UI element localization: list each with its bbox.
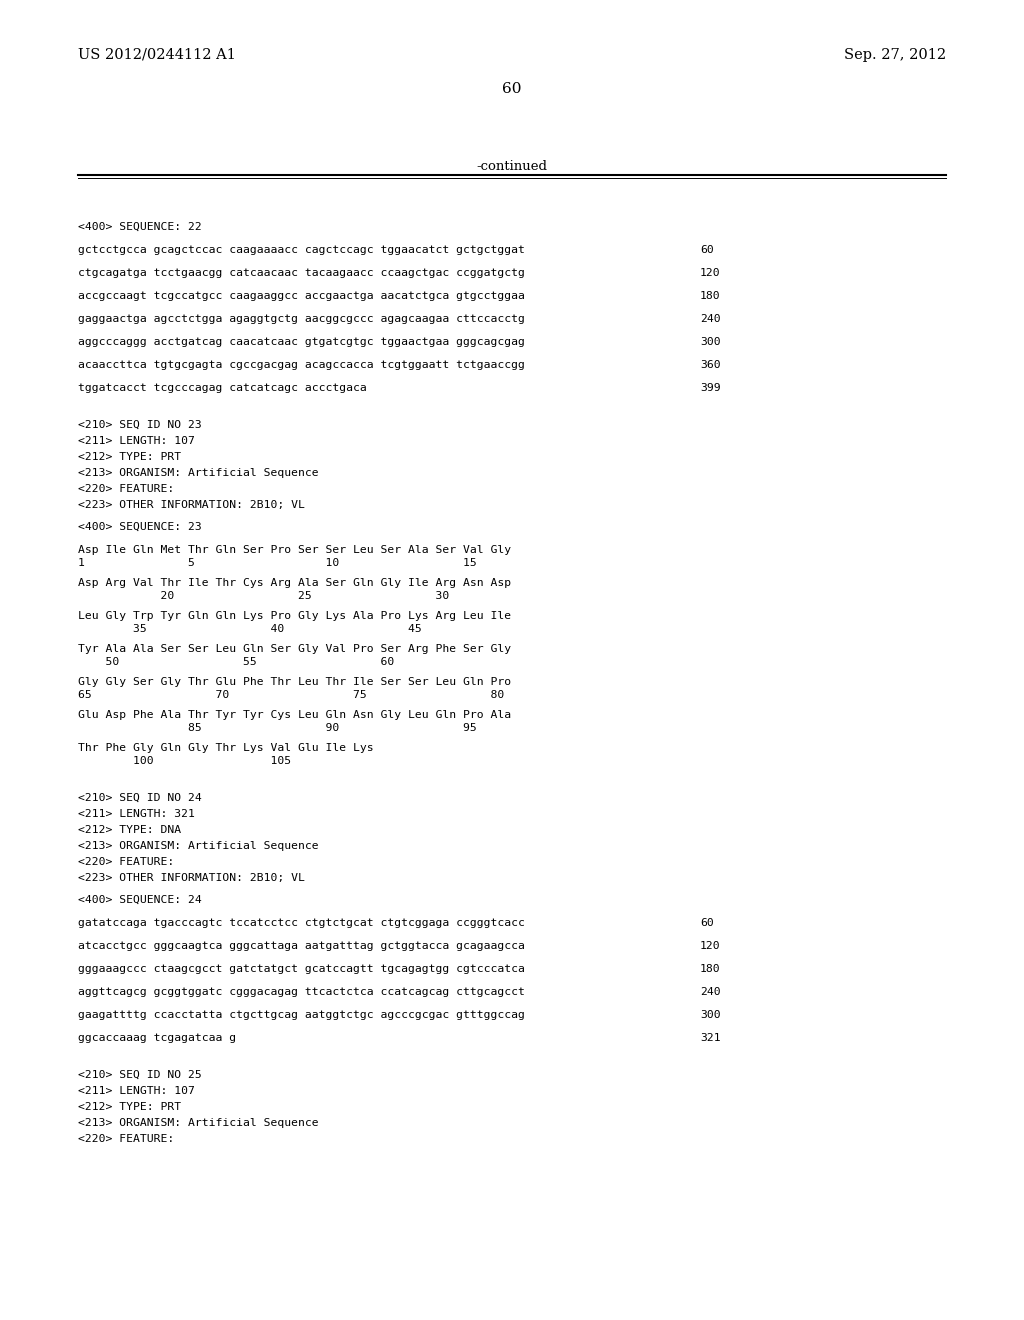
- Text: <210> SEQ ID NO 23: <210> SEQ ID NO 23: [78, 420, 202, 430]
- Text: 60: 60: [502, 82, 522, 96]
- Text: Asp Arg Val Thr Ile Thr Cys Arg Ala Ser Gln Gly Ile Arg Asn Asp: Asp Arg Val Thr Ile Thr Cys Arg Ala Ser …: [78, 578, 511, 587]
- Text: gggaaagccc ctaagcgcct gatctatgct gcatccagtt tgcagagtgg cgtcccatca: gggaaagccc ctaagcgcct gatctatgct gcatcca…: [78, 964, 525, 974]
- Text: <210> SEQ ID NO 24: <210> SEQ ID NO 24: [78, 793, 202, 803]
- Text: 180: 180: [700, 964, 721, 974]
- Text: <212> TYPE: DNA: <212> TYPE: DNA: [78, 825, 181, 836]
- Text: <212> TYPE: PRT: <212> TYPE: PRT: [78, 451, 181, 462]
- Text: <220> FEATURE:: <220> FEATURE:: [78, 1134, 174, 1144]
- Text: <213> ORGANISM: Artificial Sequence: <213> ORGANISM: Artificial Sequence: [78, 469, 318, 478]
- Text: Thr Phe Gly Gln Gly Thr Lys Val Glu Ile Lys: Thr Phe Gly Gln Gly Thr Lys Val Glu Ile …: [78, 743, 374, 752]
- Text: accgccaagt tcgccatgcc caagaaggcc accgaactga aacatctgca gtgcctggaa: accgccaagt tcgccatgcc caagaaggcc accgaac…: [78, 290, 525, 301]
- Text: 360: 360: [700, 360, 721, 370]
- Text: Gly Gly Ser Gly Thr Glu Phe Thr Leu Thr Ile Ser Ser Leu Gln Pro: Gly Gly Ser Gly Thr Glu Phe Thr Leu Thr …: [78, 677, 511, 686]
- Text: 35                  40                  45: 35 40 45: [78, 624, 422, 634]
- Text: <220> FEATURE:: <220> FEATURE:: [78, 857, 174, 867]
- Text: 399: 399: [700, 383, 721, 393]
- Text: gaggaactga agcctctgga agaggtgctg aacggcgccc agagcaagaa cttccacctg: gaggaactga agcctctgga agaggtgctg aacggcg…: [78, 314, 525, 323]
- Text: ctgcagatga tcctgaacgg catcaacaac tacaagaacc ccaagctgac ccggatgctg: ctgcagatga tcctgaacgg catcaacaac tacaaga…: [78, 268, 525, 279]
- Text: 120: 120: [700, 268, 721, 279]
- Text: <212> TYPE: PRT: <212> TYPE: PRT: [78, 1102, 181, 1111]
- Text: tggatcacct tcgcccagag catcatcagc accctgaca: tggatcacct tcgcccagag catcatcagc accctga…: [78, 383, 367, 393]
- Text: Glu Asp Phe Ala Thr Tyr Tyr Cys Leu Gln Asn Gly Leu Gln Pro Ala: Glu Asp Phe Ala Thr Tyr Tyr Cys Leu Gln …: [78, 710, 511, 719]
- Text: <213> ORGANISM: Artificial Sequence: <213> ORGANISM: Artificial Sequence: [78, 1118, 318, 1129]
- Text: <220> FEATURE:: <220> FEATURE:: [78, 484, 174, 494]
- Text: <223> OTHER INFORMATION: 2B10; VL: <223> OTHER INFORMATION: 2B10; VL: [78, 873, 305, 883]
- Text: <400> SEQUENCE: 22: <400> SEQUENCE: 22: [78, 222, 202, 232]
- Text: gatatccaga tgacccagtc tccatcctcc ctgtctgcat ctgtcggaga ccgggtcacc: gatatccaga tgacccagtc tccatcctcc ctgtctg…: [78, 917, 525, 928]
- Text: 1               5                   10                  15: 1 5 10 15: [78, 558, 477, 568]
- Text: <400> SEQUENCE: 23: <400> SEQUENCE: 23: [78, 521, 202, 532]
- Text: 65                  70                  75                  80: 65 70 75 80: [78, 690, 504, 700]
- Text: atcacctgcc gggcaagtca gggcattaga aatgatttag gctggtacca gcagaagcca: atcacctgcc gggcaagtca gggcattaga aatgatt…: [78, 941, 525, 950]
- Text: 85                  90                  95: 85 90 95: [78, 723, 477, 733]
- Text: 60: 60: [700, 246, 714, 255]
- Text: 300: 300: [700, 1010, 721, 1020]
- Text: 50                  55                  60: 50 55 60: [78, 657, 394, 667]
- Text: <400> SEQUENCE: 24: <400> SEQUENCE: 24: [78, 895, 202, 906]
- Text: US 2012/0244112 A1: US 2012/0244112 A1: [78, 48, 236, 62]
- Text: <211> LENGTH: 107: <211> LENGTH: 107: [78, 1086, 195, 1096]
- Text: aggcccaggg acctgatcag caacatcaac gtgatcgtgc tggaactgaa gggcagcgag: aggcccaggg acctgatcag caacatcaac gtgatcg…: [78, 337, 525, 347]
- Text: 100                 105: 100 105: [78, 756, 291, 766]
- Text: ggcaccaaag tcgagatcaa g: ggcaccaaag tcgagatcaa g: [78, 1034, 237, 1043]
- Text: -continued: -continued: [476, 160, 548, 173]
- Text: Leu Gly Trp Tyr Gln Gln Lys Pro Gly Lys Ala Pro Lys Arg Leu Ile: Leu Gly Trp Tyr Gln Gln Lys Pro Gly Lys …: [78, 611, 511, 620]
- Text: Sep. 27, 2012: Sep. 27, 2012: [844, 48, 946, 62]
- Text: <211> LENGTH: 321: <211> LENGTH: 321: [78, 809, 195, 818]
- Text: <213> ORGANISM: Artificial Sequence: <213> ORGANISM: Artificial Sequence: [78, 841, 318, 851]
- Text: 60: 60: [700, 917, 714, 928]
- Text: Tyr Ala Ala Ser Ser Leu Gln Ser Gly Val Pro Ser Arg Phe Ser Gly: Tyr Ala Ala Ser Ser Leu Gln Ser Gly Val …: [78, 644, 511, 653]
- Text: <210> SEQ ID NO 25: <210> SEQ ID NO 25: [78, 1071, 202, 1080]
- Text: gaagattttg ccacctatta ctgcttgcag aatggtctgc agcccgcgac gtttggccag: gaagattttg ccacctatta ctgcttgcag aatggtc…: [78, 1010, 525, 1020]
- Text: 20                  25                  30: 20 25 30: [78, 591, 450, 601]
- Text: gctcctgcca gcagctccac caagaaaacc cagctccagc tggaacatct gctgctggat: gctcctgcca gcagctccac caagaaaacc cagctcc…: [78, 246, 525, 255]
- Text: <211> LENGTH: 107: <211> LENGTH: 107: [78, 436, 195, 446]
- Text: Asp Ile Gln Met Thr Gln Ser Pro Ser Ser Leu Ser Ala Ser Val Gly: Asp Ile Gln Met Thr Gln Ser Pro Ser Ser …: [78, 545, 511, 554]
- Text: 120: 120: [700, 941, 721, 950]
- Text: 240: 240: [700, 314, 721, 323]
- Text: 300: 300: [700, 337, 721, 347]
- Text: 240: 240: [700, 987, 721, 997]
- Text: 180: 180: [700, 290, 721, 301]
- Text: <223> OTHER INFORMATION: 2B10; VL: <223> OTHER INFORMATION: 2B10; VL: [78, 500, 305, 510]
- Text: aggttcagcg gcggtggatc cgggacagag ttcactctca ccatcagcag cttgcagcct: aggttcagcg gcggtggatc cgggacagag ttcactc…: [78, 987, 525, 997]
- Text: acaaccttca tgtgcgagta cgccgacgag acagccacca tcgtggaatt tctgaaccgg: acaaccttca tgtgcgagta cgccgacgag acagcca…: [78, 360, 525, 370]
- Text: 321: 321: [700, 1034, 721, 1043]
